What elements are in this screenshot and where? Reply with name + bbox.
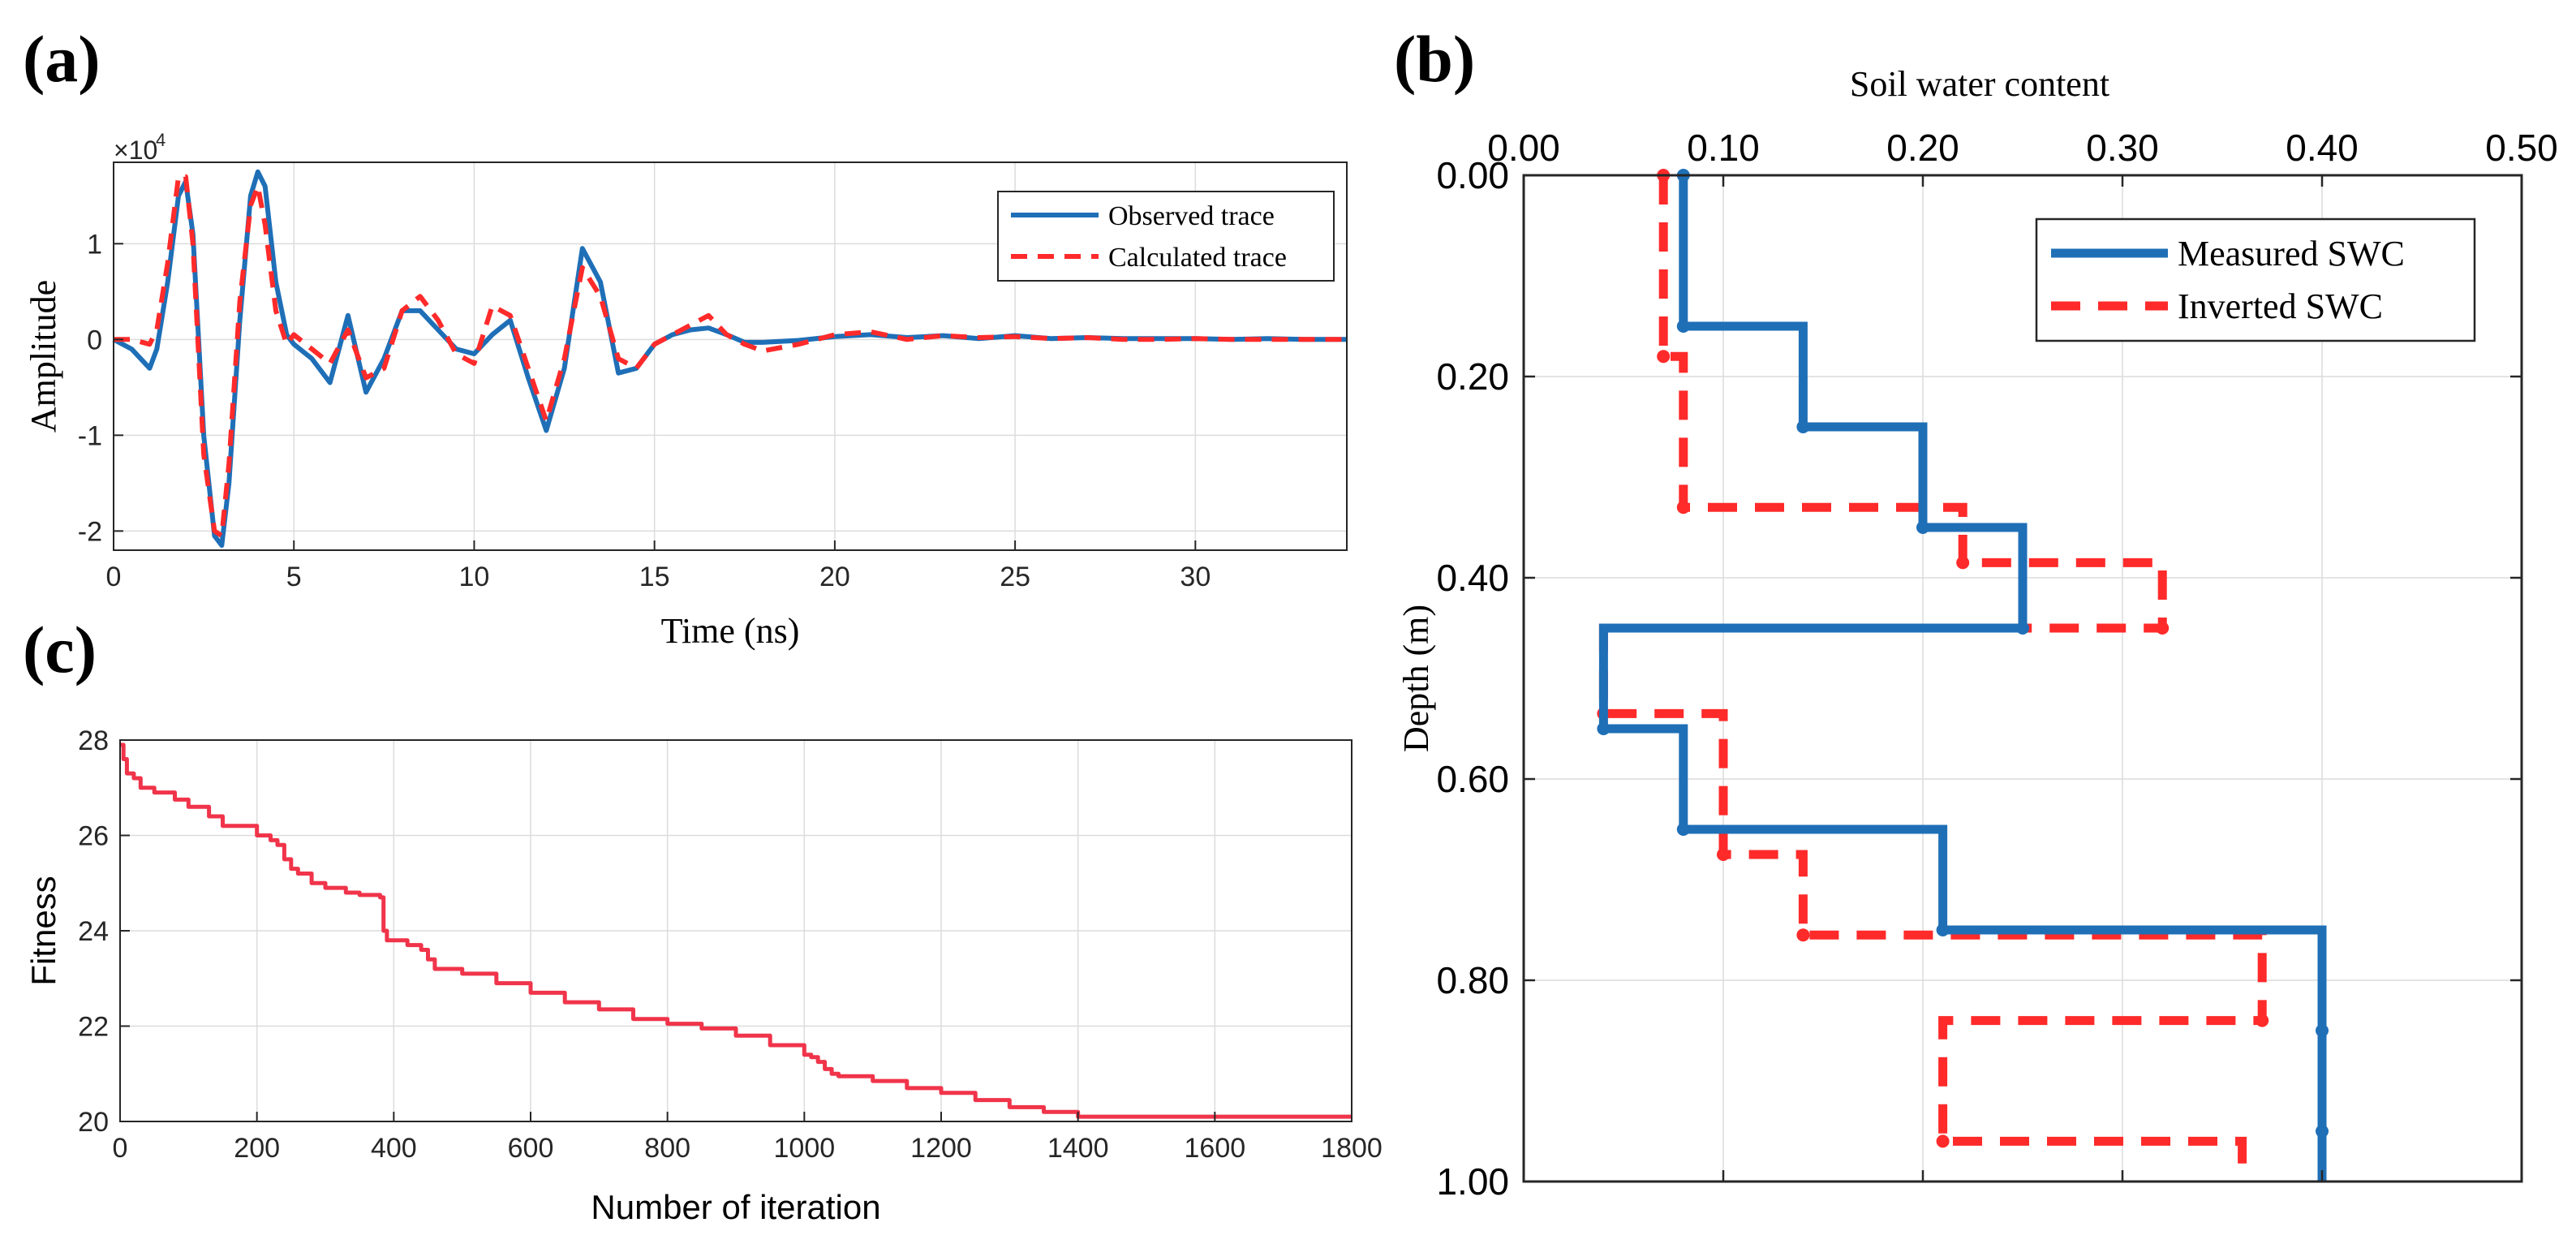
fitness-x-tick-label: 1800	[1321, 1133, 1383, 1164]
amplitude-ticks: 0 5 10 15 20 25 30 -2 -1 0 1	[78, 229, 1211, 592]
swc-x-tick-label: 0.50	[2485, 127, 2558, 169]
amplitude-x-tick-label: 30	[1180, 562, 1211, 592]
measured-swc-point	[1796, 420, 1810, 433]
calculated-trace-legend-label: Calculated trace	[1108, 243, 1287, 273]
amplitude-x-tick-label: 25	[1000, 562, 1030, 592]
amplitude-y-tick-label: 1	[87, 229, 102, 260]
fitness-x-tick-label: 0	[113, 1133, 128, 1164]
swc-x-tick-label: 0.40	[2286, 127, 2359, 169]
inverted-swc-point	[2156, 622, 2170, 635]
swc-series	[1597, 169, 2329, 1182]
fitness-x-tick-label: 1200	[910, 1133, 972, 1164]
measured-swc-point	[1676, 320, 1690, 333]
swc-legend-box	[2035, 217, 2476, 342]
fitness-x-tick-label: 800	[644, 1133, 690, 1164]
panel-a-letter: (a)	[23, 22, 101, 96]
fitness-y-tick-label: 22	[78, 1012, 109, 1043]
inverted-swc-line	[1598, 175, 2267, 1182]
swc-y-tick-label: 0.40	[1436, 557, 1509, 599]
fitness-x-tick-label: 200	[234, 1133, 280, 1164]
amplitude-chart: 0 5 10 15 20 25 30 -2 -1 0 1 ×10 4 Time (ns) Ampli…	[24, 130, 1348, 651]
fitness-y-tick-label: 20	[78, 1107, 109, 1138]
fitness-x-tick-label: 1600	[1185, 1133, 1246, 1164]
inverted-swc-point	[2256, 1014, 2269, 1027]
measured-swc-point	[1676, 823, 1690, 836]
amplitude-y-tick-label: 0	[87, 325, 102, 355]
measured-swc-line	[1598, 175, 2327, 1182]
fitness-x-axis-label: Number of iteration	[591, 1188, 880, 1226]
swc-y-tick-label: 0.20	[1436, 355, 1509, 398]
fitness-ticks: 0 200 400 600 800 1000 1200 1400 1600 1800 20 22 24 2…	[78, 725, 1383, 1164]
fitness-chart: 0 200 400 600 800 1000 1200 1400 1600 1800 20 22 24 2…	[24, 725, 1383, 1226]
amplitude-legend-box	[997, 191, 1335, 282]
swc-y-tick-label: 1.00	[1436, 1160, 1509, 1203]
swc-y-axis-label: Depth (m)	[1396, 605, 1436, 752]
inverted-swc-point	[1676, 501, 1690, 514]
measured-swc-legend-label: Measured SWC	[2178, 234, 2405, 273]
fitness-curve-line	[120, 743, 1352, 1119]
amplitude-series	[112, 169, 1347, 549]
measured-swc-point	[1916, 521, 1929, 534]
amplitude-y-axis-label: Amplitude	[24, 280, 63, 433]
swc-y-tick-label: 0.00	[1436, 154, 1509, 196]
amplitude-plot-frame	[113, 161, 1348, 551]
fitness-y-tick-label: 28	[78, 725, 109, 756]
swc-legend: Measured SWC Inverted SWC	[2035, 217, 2476, 342]
inverted-swc-point	[1717, 848, 1730, 861]
amplitude-y-tick-label: -1	[78, 420, 102, 451]
calculated-trace-line	[114, 174, 1347, 539]
fitness-series	[120, 743, 1352, 1119]
swc-x-tick-label: 0.00	[1487, 127, 1560, 169]
fitness-x-tick-label: 1400	[1047, 1133, 1109, 1164]
swc-x-axis-label: Soil water content	[1850, 64, 2109, 104]
swc-plot-background	[1524, 175, 2522, 1182]
swc-ticks: 0.00 0.10 0.20 0.30 0.40 0.50 0.00 0.20 0.40 0.60…	[1436, 127, 2557, 1203]
amplitude-x-tick-label: 5	[286, 562, 302, 592]
inverted-swc-point	[1657, 350, 1671, 364]
amplitude-x-tick-label: 10	[459, 562, 490, 592]
observed-trace-legend-label: Observed trace	[1108, 201, 1275, 231]
swc-x-tick-label: 0.10	[1687, 127, 1760, 169]
measured-swc-point	[2316, 1024, 2329, 1037]
fitness-y-axis-label: Fitness	[24, 876, 62, 985]
measured-swc-point	[2016, 622, 2029, 635]
swc-x-tick-label: 0.30	[2086, 127, 2159, 169]
measured-swc-point	[1936, 923, 1950, 936]
measured-swc-point	[2316, 1125, 2329, 1138]
fitness-x-tick-label: 400	[371, 1133, 417, 1164]
panel-b-letter: (b)	[1394, 22, 1475, 96]
measured-swc-point	[1597, 722, 1611, 735]
swc-plot-frame	[1522, 174, 2523, 1183]
inverted-swc-point	[1936, 1134, 1950, 1148]
amplitude-exponent-power: 4	[156, 130, 166, 150]
amplitude-x-tick-label: 15	[639, 562, 670, 592]
fitness-x-tick-label: 1000	[774, 1133, 836, 1164]
fitness-y-tick-label: 26	[78, 821, 109, 852]
fitness-x-tick-label: 600	[508, 1133, 554, 1164]
swc-y-tick-label: 0.80	[1436, 959, 1509, 1001]
swc-depth-chart: 0.00 0.10 0.20 0.30 0.40 0.50 0.00 0.20 0.40 0.60…	[1396, 64, 2558, 1203]
amplitude-x-tick-label: 20	[819, 562, 850, 592]
inverted-swc-point	[1956, 556, 1970, 570]
amplitude-exponent-base: ×10	[114, 136, 157, 165]
swc-x-tick-label: 0.20	[1886, 127, 1959, 169]
swc-y-tick-label: 0.60	[1436, 758, 1509, 800]
amplitude-x-tick-label: 0	[106, 562, 122, 592]
inverted-swc-point	[1796, 928, 1810, 942]
fitness-y-tick-label: 24	[78, 916, 109, 947]
amplitude-x-axis-label: Time (ns)	[661, 611, 800, 651]
amplitude-legend: Observed trace Calculated trace	[997, 191, 1335, 282]
amplitude-y-tick-label: -2	[78, 516, 102, 547]
panel-c-letter: (c)	[23, 613, 97, 687]
inverted-swc-legend-label: Inverted SWC	[2178, 286, 2383, 326]
